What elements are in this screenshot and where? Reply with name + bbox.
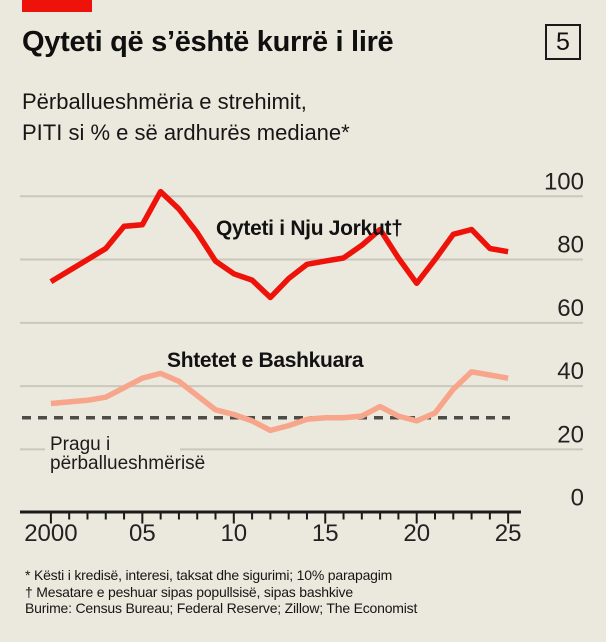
subtitle-line-2: PITI si % e së ardhurës mediane* [22,120,350,145]
brand-tag [22,0,92,12]
subtitle-line-1: Përballueshmëria e strehimit, [22,89,307,114]
series-label-us: Shtetet e Bashkuara [167,349,364,372]
footnote-sources: Burime: Census Bureau; Federal Reserve; … [25,600,418,616]
y-tick-label-0: 0 [571,485,584,512]
chart-number: 5 [556,27,570,56]
y-tick-label-60: 60 [557,295,584,322]
page-title: Qyteti që s’është kurrë i lirë [22,26,394,58]
x-tick-label-2015: 15 [312,520,339,547]
x-tick-label-2025: 25 [495,520,522,547]
chart-number-box: 5 [545,24,581,60]
x-tick-label-2005: 05 [129,520,156,547]
x-tick-label-2000: 2000 [24,520,77,547]
threshold-label-line-1: Pragu i [50,434,111,455]
footnote-definition: * Kësti i kredisë, interesi, taksat dhe … [25,567,393,583]
y-tick-label-100: 100 [544,168,584,195]
x-tick-label-2020: 20 [403,520,430,547]
y-tick-label-40: 40 [557,358,584,385]
series-line-us [50,369,509,434]
footnotes: * Kësti i kredisë, interesi, taksat dhe … [25,567,417,617]
series-label-nyc: Qyteti i Nju Jorkut† [216,217,403,240]
x-tick-label-2010: 10 [220,520,247,547]
threshold-label: Pragu i përballueshmërisë [50,435,205,473]
footnote-method: † Mesatare e peshuar sipas popullsisë, s… [25,583,353,600]
series-line-nyc [49,188,509,301]
y-tick-label-80: 80 [557,232,584,259]
chart-subtitle: Përballueshmëria e strehimit, PITI si % … [22,86,350,148]
threshold-label-line-2: përballueshmërisë [50,453,206,474]
y-tick-label-20: 20 [557,421,584,448]
